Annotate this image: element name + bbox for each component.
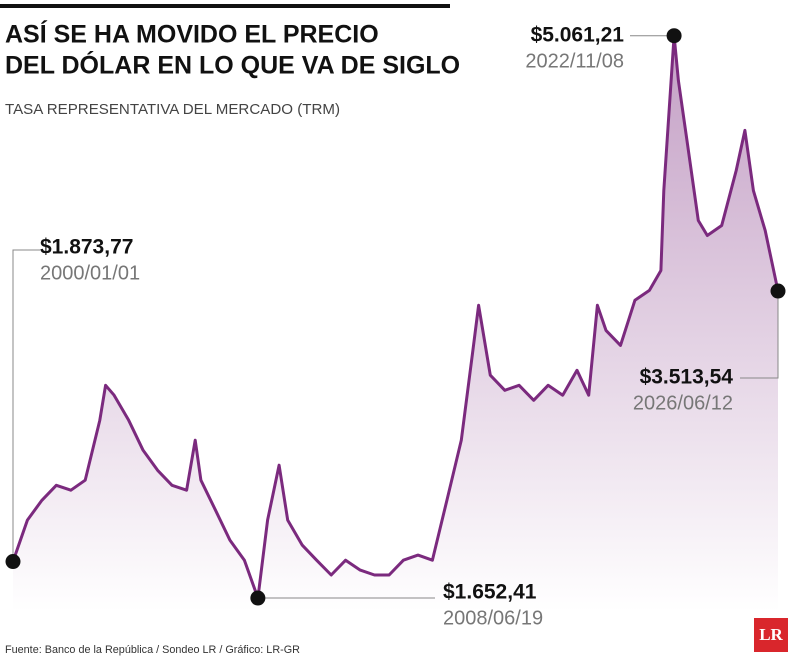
leader-line [12,249,40,562]
value-label: $3.513,54 [640,366,734,389]
source: Fuente: Banco de la República / Sondeo L… [5,644,300,656]
logo-text: LR [759,625,783,644]
top-rule [0,4,450,8]
title-line: ASÍ SE HA MOVIDO EL PRECIO [5,20,379,49]
line [11,34,780,600]
highlight-point [5,554,21,570]
date-label: 2008/06/19 [443,607,543,629]
highlight-point [666,28,682,44]
subtitle: TASA REPRESENTATIVA DEL MERCADO (TRM) [5,101,340,118]
date-label: 2026/06/12 [633,392,733,414]
highlight-point [250,590,266,606]
area [13,35,778,612]
value-label: $5.061,21 [531,24,625,47]
value-label: $1.652,41 [443,581,537,604]
value-label: $1.873,77 [40,236,133,259]
date-label: 2000/01/01 [40,262,140,284]
leader-line [740,291,779,379]
title-line: DEL DÓLAR EN LO QUE VA DE SIGLO [5,50,460,80]
logo [754,618,788,652]
highlight-point [770,283,786,299]
date-label: 2022/11/08 [525,50,624,72]
